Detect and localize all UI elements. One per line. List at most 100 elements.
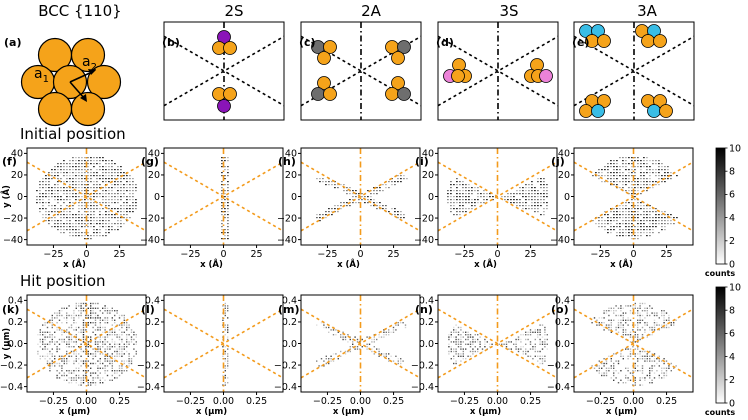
y-tick-label: −0.4 (547, 382, 570, 393)
guide-diag-neg (438, 35, 558, 107)
atom (597, 34, 611, 48)
atom (391, 76, 405, 90)
guide-diag-neg (164, 308, 283, 379)
y-tick-label: 0.2 (555, 317, 570, 328)
x-tick-label: −25 (590, 249, 610, 260)
guide-diag-neg (27, 308, 146, 379)
panel-label-a: (a) (4, 36, 21, 49)
y-tick-label: 0.0 (555, 339, 570, 350)
y-tick-label: 20 (285, 170, 297, 181)
y-tick-label: −20 (277, 213, 297, 224)
guide-diag-neg (574, 161, 693, 232)
y-tick-label: −0.2 (547, 360, 570, 371)
guide-diag-neg (164, 35, 284, 107)
x-tick-label: −0.25 (450, 396, 479, 407)
x-tick-label: −25 (454, 249, 474, 260)
atom (317, 76, 331, 90)
colorbar-tick-label: 6 (729, 190, 735, 201)
x-axis-label: x (μm) (333, 407, 364, 417)
a1-vector (69, 81, 85, 99)
guide-diag-neg (27, 161, 146, 232)
x-axis-label: x (Å) (337, 259, 360, 270)
y-tick-label: −40 (414, 235, 434, 246)
atom (597, 94, 611, 108)
x-tick-label: 0.25 (656, 396, 677, 407)
y-tick-label: 0.0 (145, 339, 160, 350)
x-axis-label: x (μm) (59, 407, 90, 417)
heatmap-pixels (316, 322, 407, 367)
colorbar-tick-label: 8 (729, 306, 735, 317)
panel-label: (m) (278, 303, 300, 316)
atom (579, 104, 593, 118)
header-3a: 3A (637, 2, 658, 20)
atom-1 (70, 37, 106, 73)
y-tick-label: 20 (558, 170, 570, 181)
a1-label: a1 (34, 66, 49, 85)
guide-lines (438, 295, 557, 392)
panel-label: (f) (2, 155, 17, 168)
y-tick-label: −40 (3, 235, 23, 246)
panel-label: (g) (141, 155, 159, 168)
x-axis-label: x (Å) (63, 259, 86, 270)
guide-lines (27, 295, 146, 392)
x-axis-label: x (μm) (606, 407, 637, 417)
heatmap-panel-initial-0: −25 0 25 40 20 0 −20 −40 x (Å) y (Å) (f) (1, 147, 147, 270)
panel-label: (o) (551, 303, 569, 316)
atom (323, 87, 337, 101)
heatmap-panel-hit-0: −0.25 0.00 0.25 0.4 0.2 0.0 −0.2 −0.4 x (μm) y (μ… (0, 294, 147, 417)
y-tick-label: 40 (422, 149, 434, 160)
y-tick-label: 0.2 (282, 317, 297, 328)
x-tick-label: 0.00 (213, 396, 234, 407)
y-tick-label: 0 (17, 192, 23, 203)
x-tick-label: 0 (494, 249, 500, 260)
y-tick-label: −20 (140, 213, 160, 224)
guide-diag-pos (438, 35, 558, 107)
panel-label-b: (b) (162, 36, 180, 49)
guide-lines (301, 148, 420, 245)
guide-lines (574, 148, 693, 245)
y-tick-label: 0.0 (282, 339, 297, 350)
atom (653, 94, 667, 108)
x-tick-label: 25 (388, 249, 400, 260)
y-axis-label: y (μm) (2, 328, 12, 359)
heatmap-pixels (37, 302, 137, 386)
atom (217, 99, 231, 113)
atom (223, 41, 237, 55)
heatmap-panel-hit-2: −0.25 0.00 0.25 0.4 0.2 0.0 −0.2 −0.4 x (μm) (m) (274, 294, 421, 417)
y-axis-label: y (Å) (1, 185, 12, 208)
y-tick-label: 0.2 (419, 317, 434, 328)
y-tick-label: −0.2 (274, 360, 297, 371)
guide-diag-pos (164, 35, 284, 107)
atom (647, 104, 661, 118)
y-tick-label: −0.2 (411, 360, 434, 371)
colorbar-label: counts (705, 269, 735, 278)
guide-lines (438, 148, 557, 245)
x-tick-label: −0.25 (39, 396, 68, 407)
atom (653, 34, 667, 48)
colorbar-tick-label: 0 (729, 259, 735, 270)
panel-label-c: (c) (299, 36, 316, 49)
a2-arrowhead (88, 69, 96, 75)
heatmap-panel-hit-1: −0.25 0.00 0.25 0.4 0.2 0.0 −0.2 −0.4 x (μm) (l) (137, 294, 284, 417)
y-tick-label: 0.4 (145, 296, 160, 307)
heatmap-pixels (447, 178, 548, 216)
guide-diag-neg (574, 308, 693, 379)
guide-lines (27, 148, 146, 245)
panel-label: (k) (2, 303, 19, 316)
row-title-hit: Hit position (20, 272, 106, 290)
x-tick-label: −0.25 (586, 396, 615, 407)
colorbar-tick-label: 6 (729, 329, 735, 340)
heatmap-pixels (592, 157, 678, 240)
panel-label: (l) (141, 303, 155, 316)
y-tick-label: 0.0 (419, 339, 434, 350)
y-tick-label: −40 (550, 235, 570, 246)
y-tick-label: −0.2 (0, 360, 23, 371)
x-tick-label: −25 (317, 249, 337, 260)
atom (385, 87, 399, 101)
diagram-panel-2a (300, 21, 422, 121)
panel-label-d: (d) (436, 36, 454, 49)
atom (323, 40, 337, 54)
heatmap-pixels (448, 324, 548, 365)
guide-diag-neg (301, 161, 420, 232)
